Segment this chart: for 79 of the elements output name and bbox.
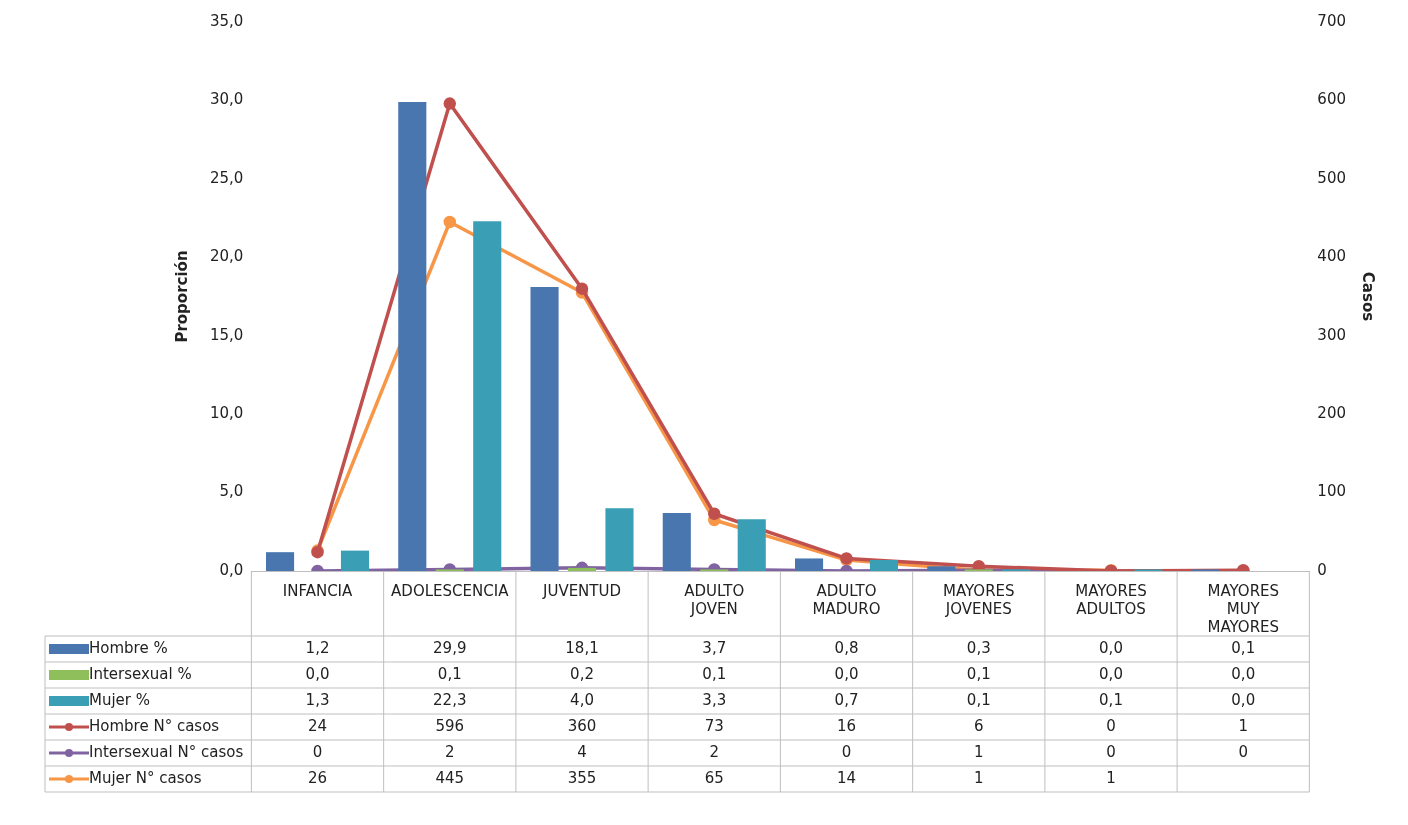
data-label: 1 xyxy=(973,742,984,761)
y2-tick-label: 700 xyxy=(1317,11,1347,30)
data-label: 18,1 xyxy=(565,638,599,657)
data-label: 0,1 xyxy=(1099,690,1123,709)
y2-tick-label: 400 xyxy=(1317,247,1347,266)
x-tick-label: MAYORES MUY MAYORES xyxy=(1207,581,1280,636)
data-label: 0 xyxy=(1106,716,1116,735)
data-label: 355 xyxy=(567,768,597,787)
data-label: 14 xyxy=(836,768,857,787)
data-label: 0,0 xyxy=(1231,664,1256,683)
y-tick-label: 0,0 xyxy=(219,560,244,579)
x-tick-label: JUVENTUD xyxy=(541,581,622,600)
data-label: 0 xyxy=(312,742,323,761)
x-tick-label: ADULTO JOVEN xyxy=(684,581,745,618)
legend-label: Mujer % xyxy=(89,690,151,709)
data-label: 3,7 xyxy=(702,638,727,657)
y2-axis-title: Casos xyxy=(1359,271,1378,322)
data-label: 0,1 xyxy=(966,690,991,709)
data-label: 596 xyxy=(435,716,465,735)
data-label: 16 xyxy=(836,716,857,735)
y-tick-label: 30,0 xyxy=(209,90,244,109)
data-label: 0,3 xyxy=(966,638,991,657)
x-tick-label: ADOLESCENCIA xyxy=(391,581,510,600)
data-label: 4 xyxy=(577,742,587,761)
y-tick-label: 10,0 xyxy=(209,404,244,423)
y2-tick-label: 100 xyxy=(1317,482,1347,501)
x-tick-label: MAYORES JOVENES xyxy=(942,581,1015,618)
data-label: 0,0 xyxy=(1099,638,1123,657)
legend-label: Mujer N° casos xyxy=(89,768,202,787)
data-label: 26 xyxy=(307,768,328,787)
data-label: 0,0 xyxy=(834,664,859,683)
x-tick-label: MAYORES ADULTOS xyxy=(1075,581,1147,618)
data-label: 0 xyxy=(1106,742,1116,761)
data-label: 0,1 xyxy=(702,664,727,683)
legend-label: Hombre % xyxy=(89,638,168,657)
data-label: 0,0 xyxy=(305,664,330,683)
data-label: 0,8 xyxy=(834,638,859,657)
y-tick-label: 15,0 xyxy=(209,325,244,344)
data-label: 0,1 xyxy=(966,664,991,683)
data-label: 22,3 xyxy=(433,690,467,709)
data-label: 4,0 xyxy=(570,690,594,709)
data-label: 1,3 xyxy=(305,690,330,709)
y-tick-label: 25,0 xyxy=(209,168,244,187)
y2-tick-label: 300 xyxy=(1317,325,1347,344)
y-tick-label: 35,0 xyxy=(209,11,244,30)
legend-label: Intersexual N° casos xyxy=(89,742,244,761)
data-label: 0 xyxy=(841,742,852,761)
data-label: 2 xyxy=(709,742,720,761)
data-label: 24 xyxy=(307,716,328,735)
data-label: 1,2 xyxy=(305,638,330,657)
y2-tick-label: 0 xyxy=(1317,560,1327,579)
data-label: 29,9 xyxy=(433,638,467,657)
data-label: 3,3 xyxy=(702,690,727,709)
y-tick-label: 5,0 xyxy=(219,482,244,501)
data-label: 0,7 xyxy=(834,690,859,709)
y2-tick-label: 200 xyxy=(1317,404,1347,423)
legend-label: Hombre N° casos xyxy=(89,716,220,735)
data-label: 0,2 xyxy=(570,664,594,683)
data-label: 1 xyxy=(1238,716,1249,735)
data-label: 1 xyxy=(1106,768,1116,787)
data-label: 360 xyxy=(567,716,597,735)
data-label: 65 xyxy=(704,768,724,787)
data-label: 73 xyxy=(704,716,724,735)
y2-tick-label: 500 xyxy=(1317,168,1347,187)
data-label: 2 xyxy=(444,742,455,761)
data-label: 1 xyxy=(973,768,984,787)
data-label: 0 xyxy=(1238,742,1249,761)
x-tick-label: ADULTO MADURO xyxy=(812,581,881,618)
data-label: 0,1 xyxy=(437,664,462,683)
y-axis-title: Proporción xyxy=(172,250,191,343)
data-label: 0,0 xyxy=(1231,690,1256,709)
legend-label: Intersexual % xyxy=(89,664,192,683)
y-tick-label: 20,0 xyxy=(209,247,244,266)
y2-tick-label: 600 xyxy=(1317,90,1347,109)
data-label: 0,1 xyxy=(1231,638,1256,657)
data-label: 6 xyxy=(973,716,984,735)
x-tick-label: INFANCIA xyxy=(282,581,354,600)
data-label: 0,0 xyxy=(1099,664,1123,683)
data-label: 445 xyxy=(435,768,465,787)
